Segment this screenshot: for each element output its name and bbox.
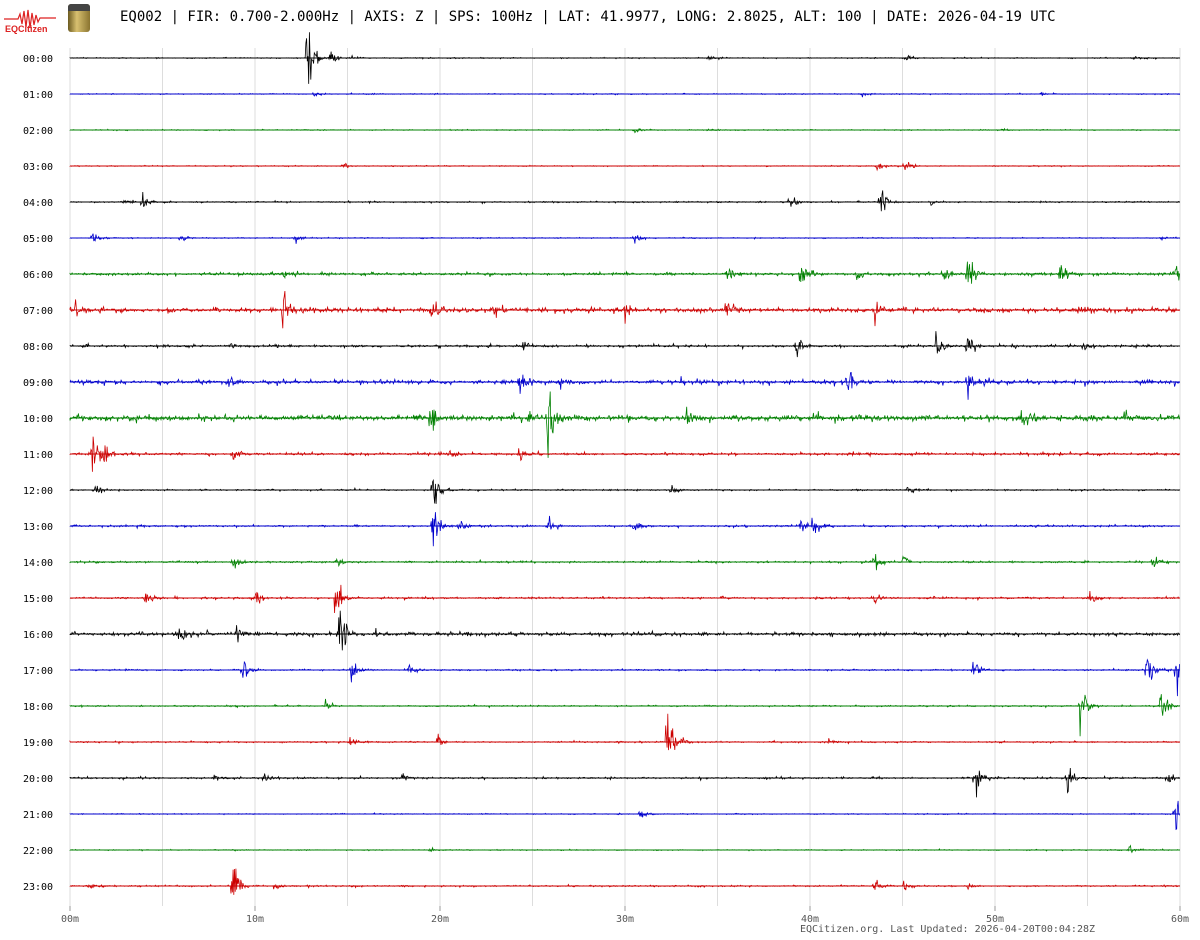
hour-label: 14:00 [23, 558, 53, 569]
hour-label: 01:00 [23, 90, 53, 101]
hour-label: 04:00 [23, 198, 53, 209]
hour-label: 16:00 [23, 630, 53, 641]
hour-label: 02:00 [23, 126, 53, 137]
x-tick-label: 60m [1171, 914, 1189, 925]
hour-label: 20:00 [23, 774, 53, 785]
hour-label: 18:00 [23, 702, 53, 713]
hour-label: 05:00 [23, 234, 53, 245]
hour-label: 10:00 [23, 414, 53, 425]
x-tick-label: 20m [431, 914, 449, 925]
hour-label: 06:00 [23, 270, 53, 281]
logo-text: EQCitizen [5, 24, 48, 34]
eqcitizen-logo [4, 9, 56, 29]
hour-label: 11:00 [23, 450, 53, 461]
hour-label: 07:00 [23, 306, 53, 317]
hour-label: 22:00 [23, 846, 53, 857]
x-tick-label: 00m [61, 914, 79, 925]
hour-label: 17:00 [23, 666, 53, 677]
x-tick-label: 40m [801, 914, 819, 925]
hour-label: 15:00 [23, 594, 53, 605]
hour-label: 12:00 [23, 486, 53, 497]
x-tick-label: 50m [986, 914, 1004, 925]
hour-label: 13:00 [23, 522, 53, 533]
chart-title: EQ002 | FIR: 0.700-2.000Hz | AXIS: Z | S… [120, 9, 1056, 25]
x-tick-label: 30m [616, 914, 634, 925]
x-tick-label: 10m [246, 914, 264, 925]
hour-label: 21:00 [23, 810, 53, 821]
hour-label: 19:00 [23, 738, 53, 749]
hour-label: 09:00 [23, 378, 53, 389]
hour-label: 00:00 [23, 54, 53, 65]
last-updated: EQCitizen.org. Last Updated: 2026-04-20T… [800, 924, 1096, 935]
hour-label: 03:00 [23, 162, 53, 173]
hour-label: 23:00 [23, 882, 53, 893]
sensor-image [68, 4, 90, 32]
hour-label: 08:00 [23, 342, 53, 353]
